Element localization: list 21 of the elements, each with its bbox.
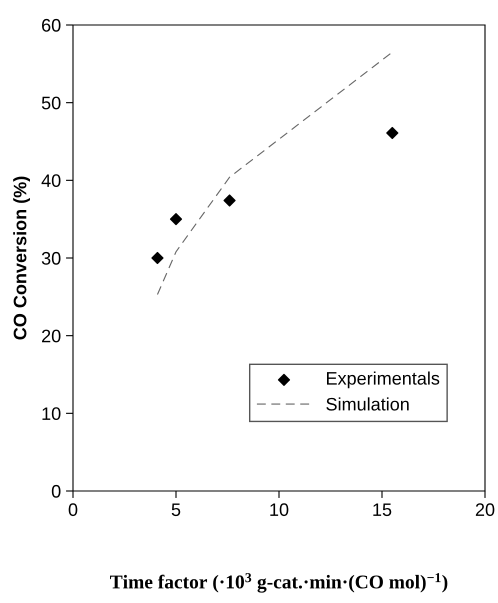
point — [170, 213, 182, 226]
y-tick-label: 20 — [42, 330, 60, 342]
y-tick-label: 40 — [42, 174, 60, 188]
y-tick-label: 30 — [42, 252, 60, 265]
x-axis-title: Time factor (·10$^{3}$ g-cat.·min·(CO mol)$^{−1}$) — [110, 573, 448, 593]
x-tick-label: 20 — [476, 503, 494, 516]
y-tick-label: 50 — [42, 96, 60, 110]
x-tick-label: 15 — [373, 503, 392, 516]
point — [223, 194, 236, 207]
x-tick-label: 5 — [172, 503, 180, 516]
y-tick-label: 0 — [52, 484, 60, 498]
y-axis-title: CO Conversion (%) — [13, 176, 30, 340]
y-tick-label: 60 — [42, 18, 60, 32]
point — [386, 126, 398, 140]
point — [151, 252, 164, 264]
legend-label: Experimentals — [327, 371, 440, 388]
legend-label: Simulation — [326, 397, 409, 411]
line-series — [156, 52, 393, 296]
x-tick-label: 0 — [68, 503, 78, 516]
x-tick-label: 10 — [270, 503, 288, 516]
y-tick-label: 10 — [42, 407, 60, 420]
